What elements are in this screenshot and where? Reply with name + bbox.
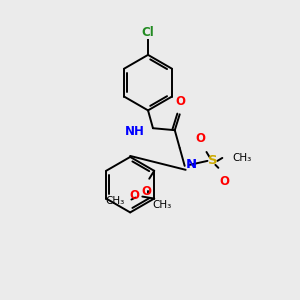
Text: O: O	[141, 185, 151, 198]
Text: O: O	[129, 189, 139, 202]
Text: CH₃: CH₃	[105, 196, 124, 206]
Text: O: O	[176, 95, 186, 108]
Text: N: N	[186, 158, 197, 171]
Text: O: O	[219, 175, 229, 188]
Text: O: O	[196, 132, 206, 145]
Text: CH₃: CH₃	[232, 153, 251, 163]
Text: NH: NH	[125, 125, 145, 138]
Text: S: S	[208, 154, 217, 167]
Text: Cl: Cl	[142, 26, 154, 39]
Text: CH₃: CH₃	[152, 200, 172, 209]
